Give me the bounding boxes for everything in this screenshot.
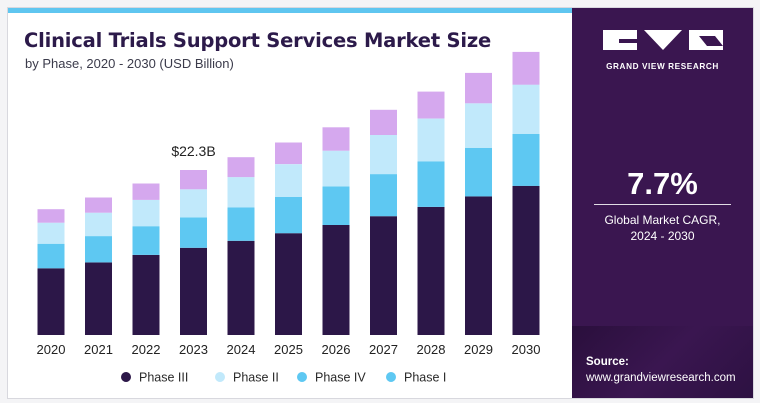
cagr-label: Global Market CAGR, 2024 - 2030 xyxy=(572,212,753,244)
bar-phase-iii-2028 xyxy=(417,206,445,335)
bar-phase-iii-2027 xyxy=(370,216,397,335)
cagr-label-line-1: Global Market CAGR, xyxy=(604,213,721,227)
divider xyxy=(594,204,731,205)
x-tick-label-2025: 2025 xyxy=(274,342,303,357)
bar-phase-ii-2021 xyxy=(85,212,112,237)
legend-label-phase-ii: Phase II xyxy=(233,371,279,385)
legend-swatch-phase-iii xyxy=(121,372,131,382)
bar-phase-iii-2026 xyxy=(322,225,350,335)
bar-phase-iii-2029 xyxy=(465,196,492,335)
bar-phase-iv-2022 xyxy=(132,226,160,255)
bar-phase-i-2025 xyxy=(275,142,302,165)
source-url[interactable]: www.grandviewresearch.com xyxy=(586,372,736,384)
bar-phase-iv-2026 xyxy=(322,186,350,225)
bar-phase-ii-2024 xyxy=(227,177,255,208)
chart-title: Clinical Trials Support Services Market … xyxy=(24,29,492,52)
bar-phase-iii-2022 xyxy=(132,254,160,335)
value-annotation-2023: $22.3B xyxy=(171,143,215,159)
bar-phase-i-2023 xyxy=(180,170,207,190)
x-tick-label-2026: 2026 xyxy=(322,342,351,357)
bar-phase-i-2022 xyxy=(132,183,160,200)
x-tick-label-2023: 2023 xyxy=(179,342,208,357)
grand-view-research-logo-icon xyxy=(603,30,723,50)
bar-phase-iii-2023 xyxy=(180,247,207,335)
bar-phase-ii-2028 xyxy=(417,118,445,162)
x-tick-label-2028: 2028 xyxy=(417,342,446,357)
legend-label-phase-iv: Phase IV xyxy=(315,371,366,385)
bar-phase-i-2021 xyxy=(85,197,112,213)
brand-name: GRAND VIEW RESEARCH xyxy=(606,62,719,71)
x-tick-label-2021: 2021 xyxy=(84,342,113,357)
bar-phase-ii-2027 xyxy=(370,134,397,175)
bar-phase-ii-2030 xyxy=(512,84,540,134)
x-tick-label-2024: 2024 xyxy=(227,342,256,357)
x-tick-label-2030: 2030 xyxy=(512,342,541,357)
bar-phase-iv-2024 xyxy=(227,207,255,241)
legend-label-phase-iii: Phase III xyxy=(139,371,188,385)
bar-phase-iii-2021 xyxy=(85,262,112,335)
bar-phase-ii-2026 xyxy=(322,150,350,187)
bar-phase-iv-2023 xyxy=(180,217,207,248)
bar-phase-ii-2020 xyxy=(37,222,65,244)
bar-phase-ii-2025 xyxy=(275,164,302,197)
bar-phase-i-2024 xyxy=(227,157,255,178)
legend-swatch-phase-ii xyxy=(215,372,225,382)
bar-phase-iii-2024 xyxy=(227,240,255,335)
bar-phase-ii-2023 xyxy=(180,189,207,218)
bar-phase-iv-2029 xyxy=(465,147,492,197)
bar-phase-iv-2027 xyxy=(370,174,397,217)
cagr-label-line-2: 2024 - 2030 xyxy=(630,229,695,243)
sidebar-panel: GRAND VIEW RESEARCH 7.7% Global Market C… xyxy=(572,8,753,398)
bar-phase-iii-2025 xyxy=(275,233,302,335)
chart-subtitle: by Phase, 2020 - 2030 (USD Billion) xyxy=(25,56,234,71)
cagr-value: 7.7% xyxy=(627,166,698,201)
x-tick-label-2022: 2022 xyxy=(132,342,161,357)
x-tick-label-2020: 2020 xyxy=(37,342,66,357)
legend-swatch-phase-iv xyxy=(297,372,307,382)
bar-phase-i-2029 xyxy=(465,72,492,104)
x-tick-label-2029: 2029 xyxy=(464,342,493,357)
source-title: Source: xyxy=(586,356,629,368)
legend-swatch-phase-i xyxy=(386,372,396,382)
bar-phase-i-2028 xyxy=(417,91,445,119)
source-box: Source: www.grandviewresearch.com xyxy=(572,326,753,398)
bar-phase-iv-2021 xyxy=(85,236,112,263)
accent-bar xyxy=(8,8,573,13)
bar-phase-ii-2029 xyxy=(465,103,492,148)
bar-phase-i-2027 xyxy=(370,109,397,135)
bar-phase-iii-2020 xyxy=(37,268,65,335)
bar-phase-i-2026 xyxy=(322,127,350,151)
bar-phase-iii-2030 xyxy=(512,185,540,335)
bar-phase-iv-2030 xyxy=(512,133,540,186)
legend-label-phase-i: Phase I xyxy=(404,371,446,385)
bar-phase-i-2030 xyxy=(512,51,540,85)
bar-phase-ii-2022 xyxy=(132,199,160,227)
bar-phase-iv-2020 xyxy=(37,243,65,269)
bar-phase-i-2020 xyxy=(37,209,65,223)
chart-card: Clinical Trials Support Services Market … xyxy=(7,7,754,399)
bar-phase-iv-2028 xyxy=(417,161,445,207)
stacked-bar-chart: 2020 2021 2022 2023 $22.3B 2024 2025 2026 2027 20… xyxy=(37,51,541,385)
bar-phase-iv-2025 xyxy=(275,196,302,234)
x-tick-label-2027: 2027 xyxy=(369,342,398,357)
